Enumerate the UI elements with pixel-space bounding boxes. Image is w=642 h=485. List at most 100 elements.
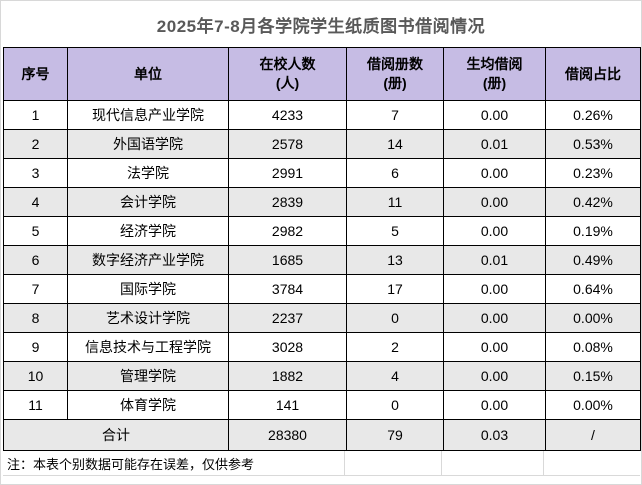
col-header-borrowed: 借阅册数 (册) <box>346 47 444 101</box>
table-row: 1 现代信息产业学院 4233 7 0.00 0.26% <box>3 100 641 130</box>
cell-per-student: 0.00 <box>443 158 546 188</box>
cell-no: 9 <box>3 332 68 362</box>
cell-unit: 管理学院 <box>67 361 229 391</box>
table-row: 6 数字经济产业学院 1685 13 0.01 0.49% <box>3 245 641 275</box>
cell-students: 1882 <box>228 361 347 391</box>
cell-ratio: 0.19% <box>545 216 641 246</box>
cell-no: 8 <box>3 303 68 333</box>
cell-ratio: 0.23% <box>545 158 641 188</box>
table-row: 10 管理学院 1882 4 0.00 0.15% <box>3 361 641 391</box>
col-header-students: 在校人数 (人) <box>228 47 347 101</box>
cell-unit: 经济学院 <box>67 216 229 246</box>
cell-borrowed: 0 <box>346 303 444 333</box>
cell-borrowed: 2 <box>346 332 444 362</box>
table-row: 11 体育学院 141 0 0.00 0.00% <box>3 390 641 420</box>
cell-no: 7 <box>3 274 68 304</box>
cell-borrowed: 13 <box>346 245 444 275</box>
cell-no: 11 <box>3 390 68 420</box>
cell-ratio: 0.42% <box>545 187 641 217</box>
cell-ratio: 0.15% <box>545 361 641 391</box>
col-header-ratio: 借阅占比 <box>545 47 641 101</box>
header-row: 序号 单位 在校人数 (人) 借阅册数 (册) 生均借阅 (册) 借阅占比 <box>3 47 641 101</box>
col-header-label: 借阅占比 <box>565 65 621 82</box>
col-header-unit: 单位 <box>67 47 229 101</box>
col-header-label: 借阅册数 <box>367 56 423 72</box>
footnote-grid-cell <box>344 451 441 475</box>
table-row: 3 法学院 2991 6 0.00 0.23% <box>3 158 641 188</box>
cell-students: 3028 <box>228 332 347 362</box>
cell-borrowed: 17 <box>346 274 444 304</box>
cell-students: 4233 <box>228 100 347 130</box>
cell-unit: 国际学院 <box>67 274 229 304</box>
cell-unit: 会计学院 <box>67 187 229 217</box>
cell-no: 6 <box>3 245 68 275</box>
cell-ratio: 0.08% <box>545 332 641 362</box>
footnote-row: 注：本表个别数据可能存在误差，仅供参考 <box>3 451 640 476</box>
col-header-label: 单位 <box>134 65 162 82</box>
cell-students: 2982 <box>228 216 347 246</box>
cell-no: 4 <box>3 187 68 217</box>
cell-ratio: 0.00% <box>545 390 641 420</box>
cell-per-student: 0.01 <box>443 129 546 159</box>
cell-per-student: 0.00 <box>443 390 546 420</box>
cell-per-student: 0.00 <box>443 332 546 362</box>
cell-per-student: 0.00 <box>443 303 546 333</box>
cell-students: 2578 <box>228 129 347 159</box>
page-title: 2025年7-8月各学院学生纸质图书借阅情况 <box>156 16 486 36</box>
table-row: 9 信息技术与工程学院 3028 2 0.00 0.08% <box>3 332 641 362</box>
cell-students: 1685 <box>228 245 347 275</box>
table-row: 5 经济学院 2982 5 0.00 0.19% <box>3 216 641 246</box>
cell-no: 3 <box>3 158 68 188</box>
total-row: 合计 28380 79 0.03 / <box>3 419 641 451</box>
cell-ratio: 0.00% <box>545 303 641 333</box>
col-header-no: 序号 <box>3 47 68 101</box>
cell-no: 2 <box>3 129 68 159</box>
cell-no: 1 <box>3 100 68 130</box>
cell-per-student: 0.00 <box>443 361 546 391</box>
cell-students: 2839 <box>228 187 347 217</box>
cell-borrowed: 6 <box>346 158 444 188</box>
col-header-sub: (册) <box>383 75 407 91</box>
col-header-per-student: 生均借阅 (册) <box>443 47 546 101</box>
total-ratio: / <box>545 419 641 451</box>
col-header-sub: (人) <box>275 75 300 91</box>
table-row: 7 国际学院 3784 17 0.00 0.64% <box>3 274 641 304</box>
cell-borrowed: 5 <box>346 216 444 246</box>
cell-students: 3784 <box>228 274 347 304</box>
cell-unit: 现代信息产业学院 <box>67 100 229 130</box>
col-header-label: 在校人数 <box>259 56 316 72</box>
cell-per-student: 0.01 <box>443 245 546 275</box>
cell-borrowed: 0 <box>346 390 444 420</box>
cell-per-student: 0.00 <box>443 216 546 246</box>
col-header-sub: (册) <box>482 75 507 91</box>
cell-unit: 数字经济产业学院 <box>67 245 229 275</box>
cell-borrowed: 11 <box>346 187 444 217</box>
cell-unit: 外国语学院 <box>67 129 229 159</box>
cell-unit: 信息技术与工程学院 <box>67 332 229 362</box>
cell-borrowed: 4 <box>346 361 444 391</box>
cell-borrowed: 7 <box>346 100 444 130</box>
cell-students: 2237 <box>228 303 347 333</box>
cell-per-student: 0.00 <box>443 187 546 217</box>
footnote-grid-cell <box>441 451 543 475</box>
table-row: 2 外国语学院 2578 14 0.01 0.53% <box>3 129 641 159</box>
col-header-label: 生均借阅 <box>466 56 523 72</box>
footnote-text: 注：本表个别数据可能存在误差，仅供参考 <box>7 456 255 472</box>
cell-students: 141 <box>228 390 347 420</box>
cell-students: 2991 <box>228 158 347 188</box>
cell-unit: 艺术设计学院 <box>67 303 229 333</box>
cell-ratio: 0.49% <box>545 245 641 275</box>
cell-per-student: 0.00 <box>443 274 546 304</box>
cell-ratio: 0.26% <box>545 100 641 130</box>
footnote-grid-cell <box>543 451 637 475</box>
cell-unit: 法学院 <box>67 158 229 188</box>
cell-ratio: 0.64% <box>545 274 641 304</box>
cell-ratio: 0.53% <box>545 129 641 159</box>
table-row: 8 艺术设计学院 2237 0 0.00 0.00% <box>3 303 641 333</box>
total-per-student: 0.03 <box>443 419 546 451</box>
total-label: 合计 <box>3 419 229 451</box>
cell-unit: 体育学院 <box>67 390 229 420</box>
cell-per-student: 0.00 <box>443 100 546 130</box>
borrowing-stats-table: 序号 单位 在校人数 (人) 借阅册数 (册) 生均借阅 (册) 借阅占比 1 现代信… <box>3 47 641 451</box>
